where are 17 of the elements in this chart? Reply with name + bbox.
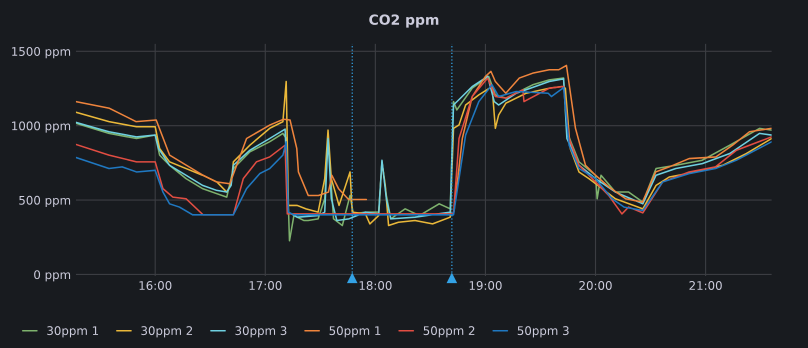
x-tick-label: 16:00	[139, 281, 172, 290]
x-tick-label: 18:00	[360, 281, 392, 290]
x-tick-label: 21:00	[689, 281, 722, 290]
legend-label: 30ppm 3	[235, 326, 286, 338]
legend-label: 50ppm 3	[518, 326, 569, 338]
y-tick-label: 1000 ppm	[12, 121, 70, 133]
legend-label: 50ppm 2	[424, 326, 474, 338]
legend-label: 30ppm 1	[47, 326, 98, 338]
x-tick-label: 20:00	[579, 281, 612, 290]
legend-label: 50ppm 1	[330, 326, 380, 338]
legend-label: 30ppm 2	[141, 326, 192, 338]
y-tick-label: 0 ppm	[34, 270, 70, 282]
x-tick-label: 17:00	[250, 281, 282, 290]
y-tick-label: 1500 ppm	[12, 47, 70, 58]
x-tick-label: 19:00	[470, 281, 502, 290]
y-tick-label: 500 ppm	[19, 196, 70, 208]
chart-title: CO2 ppm	[369, 14, 438, 28]
